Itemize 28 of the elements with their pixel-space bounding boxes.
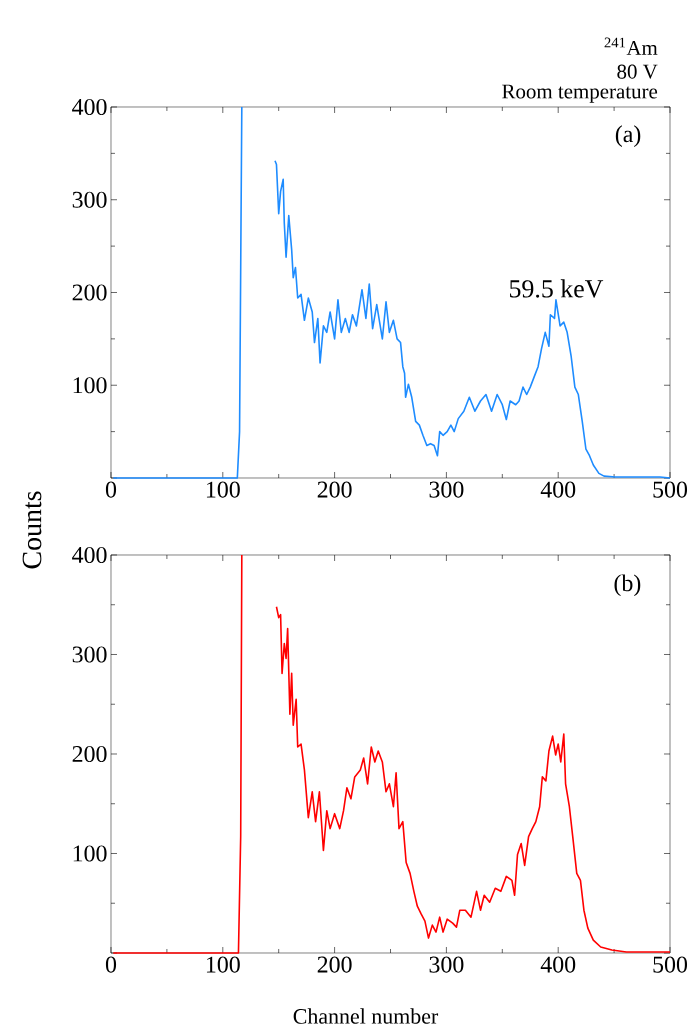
annotation: (b) [614,574,641,597]
y-tick-label: 300 [72,191,107,208]
x-tick-label: 500 [653,481,688,498]
y-tick-label: 100 [73,377,107,394]
x-tick-label: 300 [429,481,464,498]
text: $^{241}$Am [604,37,658,55]
y-tick-label: 300 [72,646,107,663]
text: Room temperature [502,84,658,103]
x-tick-label: 500 [653,956,688,973]
y-tick-label: 400 [72,98,107,116]
x-tick-label: 400 [540,481,576,498]
x-axis-title: Channel number [293,1008,439,1024]
y-tick-label: 400 [72,546,107,564]
x-tick-label: 200 [317,481,352,498]
x-tick-label: 100 [206,956,240,973]
text: 80 V [617,64,658,79]
annotation: 59.5 keV [509,279,604,298]
x-tick-label: 0 [105,956,117,973]
x-tick-label: 0 [105,481,117,498]
y-tick-label: 200 [72,284,107,301]
x-tick-label: 300 [429,956,464,973]
y-tick-label: 200 [72,745,107,763]
x-tick-label: 100 [206,481,240,498]
annotation: (a) [615,125,641,148]
x-tick-label: 400 [540,956,576,973]
x-tick-label: 200 [317,956,352,973]
y-tick-label: 100 [73,845,107,862]
y-axis-title: Counts [22,491,42,569]
